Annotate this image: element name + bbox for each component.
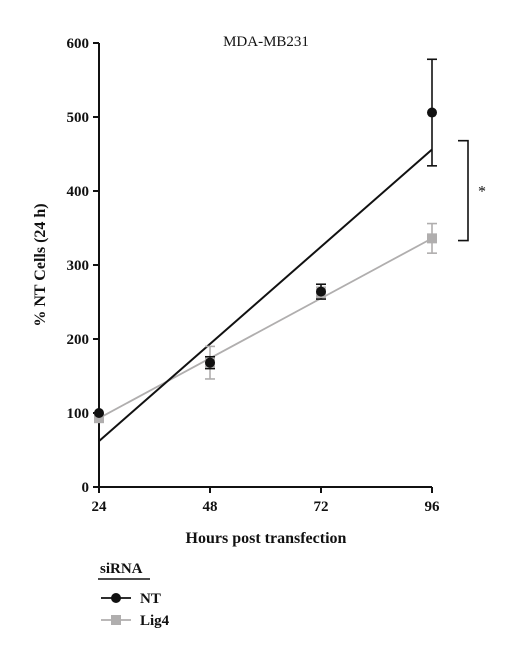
y-tick-label: 0	[82, 480, 90, 496]
legend-title: siRNA	[100, 561, 143, 577]
x-tick-label: 48	[203, 499, 218, 515]
significance-star: *	[478, 184, 486, 201]
point-nt	[94, 408, 104, 418]
legend-marker-nt	[111, 593, 121, 603]
data-markers	[94, 107, 437, 424]
point-nt	[316, 286, 326, 297]
legend: siRNA NT Lig4	[98, 561, 170, 629]
x-tick-label: 96	[425, 499, 441, 515]
significance-bracket: *	[458, 139, 486, 242]
fit-line-nt	[98, 148, 433, 442]
fit-line-lig4	[98, 237, 433, 419]
y-tick-label: 600	[67, 36, 90, 52]
y-tick-label: 200	[67, 332, 90, 348]
legend-marker-lig4	[111, 615, 121, 625]
chart-title: MDA-MB231	[223, 34, 309, 50]
point-nt	[427, 107, 437, 118]
error-bars	[205, 58, 437, 380]
x-axis-title: Hours post transfection	[186, 530, 347, 547]
y-axis-title: % NT Cells (24 h)	[32, 203, 49, 326]
legend-label-nt: NT	[140, 591, 161, 607]
y-tick-label: 300	[67, 258, 90, 274]
x-tick-label: 72	[314, 499, 329, 515]
y-tick-label: 100	[67, 406, 90, 422]
y-axis-ticks: 0 100 200 300 400 500 600	[67, 36, 99, 496]
fit-lines	[98, 148, 433, 442]
point-lig4	[427, 233, 437, 244]
legend-items: NT Lig4	[101, 591, 170, 629]
y-tick-label: 500	[67, 110, 90, 126]
x-axis-ticks: 24 48 72 96	[92, 487, 441, 515]
point-nt	[205, 357, 215, 368]
significance-bracket-line	[458, 139, 469, 242]
point-lig4	[94, 413, 104, 424]
x-tick-label: 24	[92, 499, 108, 515]
legend-label-lig4: Lig4	[140, 613, 170, 629]
y-tick-label: 400	[67, 184, 90, 200]
